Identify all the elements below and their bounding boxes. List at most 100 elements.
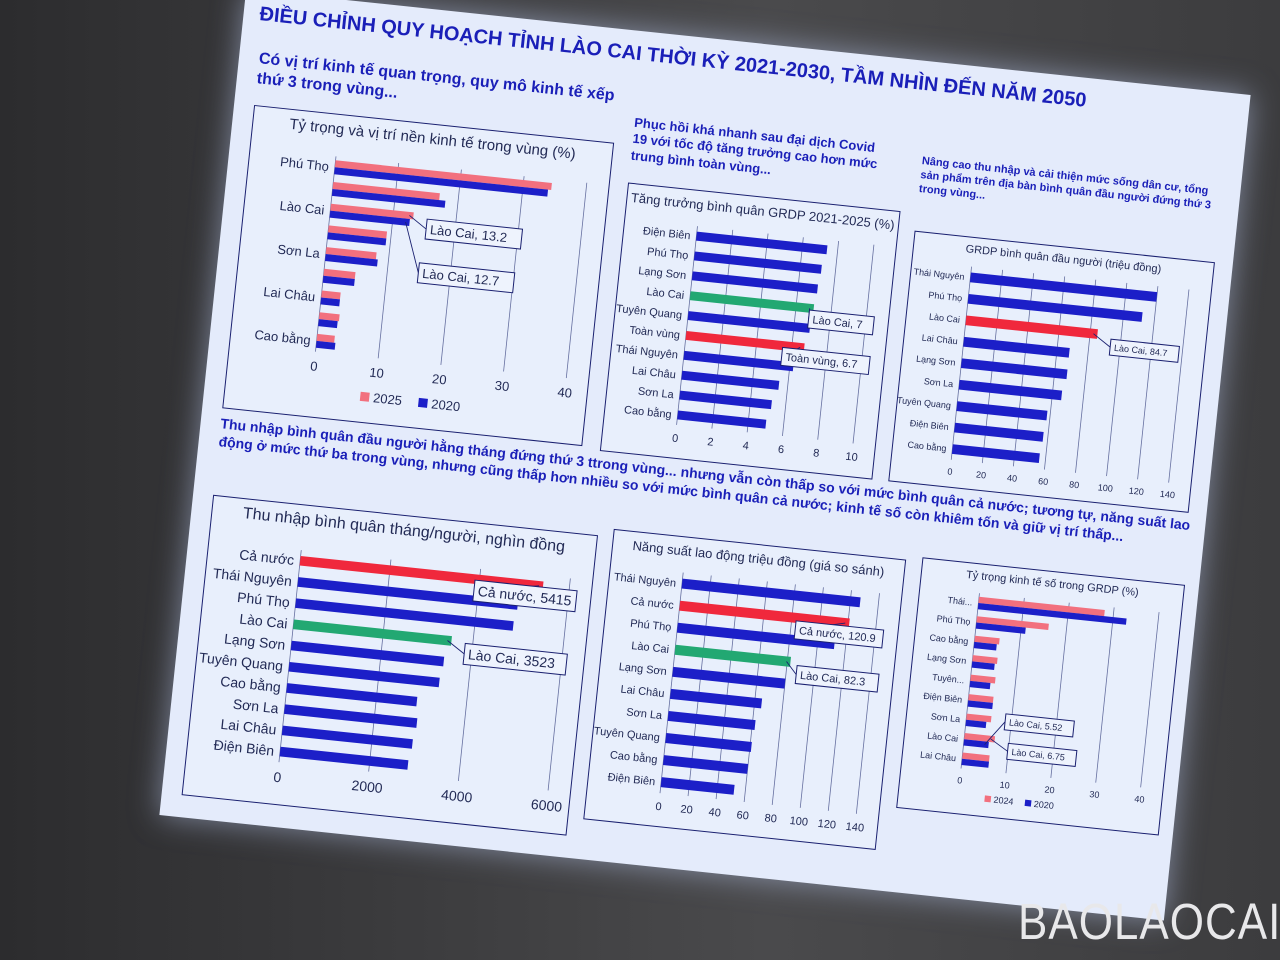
bar <box>967 700 993 710</box>
category-label: Điện Biên <box>642 225 691 242</box>
bar <box>279 746 409 770</box>
gridline <box>377 162 400 359</box>
category-label: Sơn La <box>626 706 664 722</box>
gridline <box>565 182 588 379</box>
chart-grdp-per-capita: GRDP bình quân đầu người (triệu đồng) 0 20… <box>888 230 1215 513</box>
bar <box>683 350 794 372</box>
chart-plot: 0 2 4 6 8 10 Điện Biên Phú Thọ Lạng Sơn Lào CaiTu… <box>615 225 875 464</box>
chart-plot: 0 20 40 60 80 100 120 140 Thái Nguyên Phú Thọ Lào … <box>896 267 1190 501</box>
category-label: Điện Biên <box>909 418 949 432</box>
bar <box>318 312 340 322</box>
bar <box>331 188 446 208</box>
bar <box>297 577 519 610</box>
bar <box>324 254 378 267</box>
watermark-logo: BAOLAOCAI <box>1018 894 1280 951</box>
category-label: Lào Cai <box>929 312 961 325</box>
x-tick-label: 10 <box>999 780 1010 791</box>
x-tick-label: 40 <box>1007 473 1018 484</box>
annotation-label: Lào Cai, 7 <box>812 314 863 331</box>
gridline <box>1140 612 1160 788</box>
category-label: Điện Biên <box>923 691 963 705</box>
x-tick-label: 120 <box>1128 486 1144 498</box>
x-tick-label: 60 <box>736 809 749 822</box>
category-label: Cao bằng <box>907 440 947 454</box>
bar <box>691 271 818 294</box>
bar <box>323 268 356 280</box>
bar <box>328 225 388 239</box>
x-tick-label: 80 <box>764 812 777 825</box>
bar <box>332 182 440 201</box>
category-label: Lai Châu <box>921 333 958 347</box>
bar <box>976 616 1049 631</box>
category-label: Lào Cai <box>279 198 325 218</box>
annotation-box <box>1006 742 1078 768</box>
bar <box>292 619 452 646</box>
category-label: Điện Biên <box>607 771 656 788</box>
x-tick-label: 30 <box>494 378 510 394</box>
x-tick-label: 20 <box>680 803 693 816</box>
gridline <box>855 593 880 814</box>
legend-swatch <box>359 391 370 402</box>
x-tick-label: 0 <box>671 433 678 446</box>
annotation-box <box>794 665 880 693</box>
x-tick-label: 0 <box>947 466 953 476</box>
legend-label: 2020 <box>431 396 461 414</box>
bar <box>316 333 335 343</box>
bar <box>969 680 991 690</box>
x-tick-label: 140 <box>1159 489 1175 501</box>
category-label: Toàn vùng <box>629 324 681 341</box>
annotation-box <box>472 579 578 613</box>
bar <box>667 710 756 731</box>
chart-economic-share: Tỷ trọng và vị trí nền kinh tế trong vùn… <box>222 104 615 447</box>
bar <box>972 655 998 664</box>
bar <box>321 290 341 300</box>
bar <box>290 640 445 667</box>
bar <box>974 635 1000 645</box>
category-label: Lào Cai <box>631 640 670 656</box>
bar <box>281 725 413 749</box>
category-label: Phú Thọ <box>936 613 971 626</box>
category-label: Lai Châu <box>631 365 676 382</box>
category-label: Tuyên Quang <box>616 303 683 322</box>
category-label: Lạng Sơn <box>638 265 687 282</box>
annotation-box <box>807 309 875 336</box>
bar <box>970 674 996 684</box>
x-tick-label: 8 <box>813 447 820 460</box>
bar <box>662 755 749 774</box>
bar <box>681 370 780 390</box>
gridline <box>1137 286 1159 480</box>
category-label: Cao bằng <box>929 632 969 646</box>
legend-label: 2025 <box>372 390 402 408</box>
bar <box>284 704 418 728</box>
bar <box>969 272 1158 302</box>
x-tick-label: 40 <box>708 806 721 819</box>
annotation-leader <box>990 738 1008 752</box>
x-tick-label: 20 <box>976 469 987 480</box>
x-tick-label: 6000 <box>530 796 563 815</box>
x-tick-label: 30 <box>1089 789 1100 800</box>
bar <box>327 232 387 246</box>
bar <box>681 578 861 608</box>
x-tick-label: 140 <box>845 821 865 835</box>
category-label: Lạng Sơn <box>618 661 667 678</box>
bar <box>956 401 1048 421</box>
annotation-box <box>793 620 885 649</box>
chart-labor-productivity: Năng suất lao động triệu đồng (giá so sá… <box>583 528 907 851</box>
category-label: Cao bằng <box>623 403 672 421</box>
category-label: Tuyên... <box>932 672 965 685</box>
category-label: Phú Thọ <box>928 290 963 303</box>
category-label: Lạng Sơn <box>916 354 956 368</box>
category-label: Lào Cai <box>239 611 289 632</box>
annotation-leader <box>447 640 465 655</box>
x-tick-label: 0 <box>957 775 963 785</box>
x-tick-label: 10 <box>845 451 858 464</box>
annotation-box <box>780 346 871 376</box>
heading-recovery: Phục hồi khá nhanh sau đại dịch Covid 19… <box>630 114 879 177</box>
category-label: Lạng Sơn <box>223 630 286 652</box>
bar <box>968 694 994 703</box>
category-label: Điện Biên <box>213 737 275 759</box>
category-label: Lai Châu <box>620 684 665 701</box>
bar <box>685 330 805 353</box>
bar <box>318 319 338 329</box>
